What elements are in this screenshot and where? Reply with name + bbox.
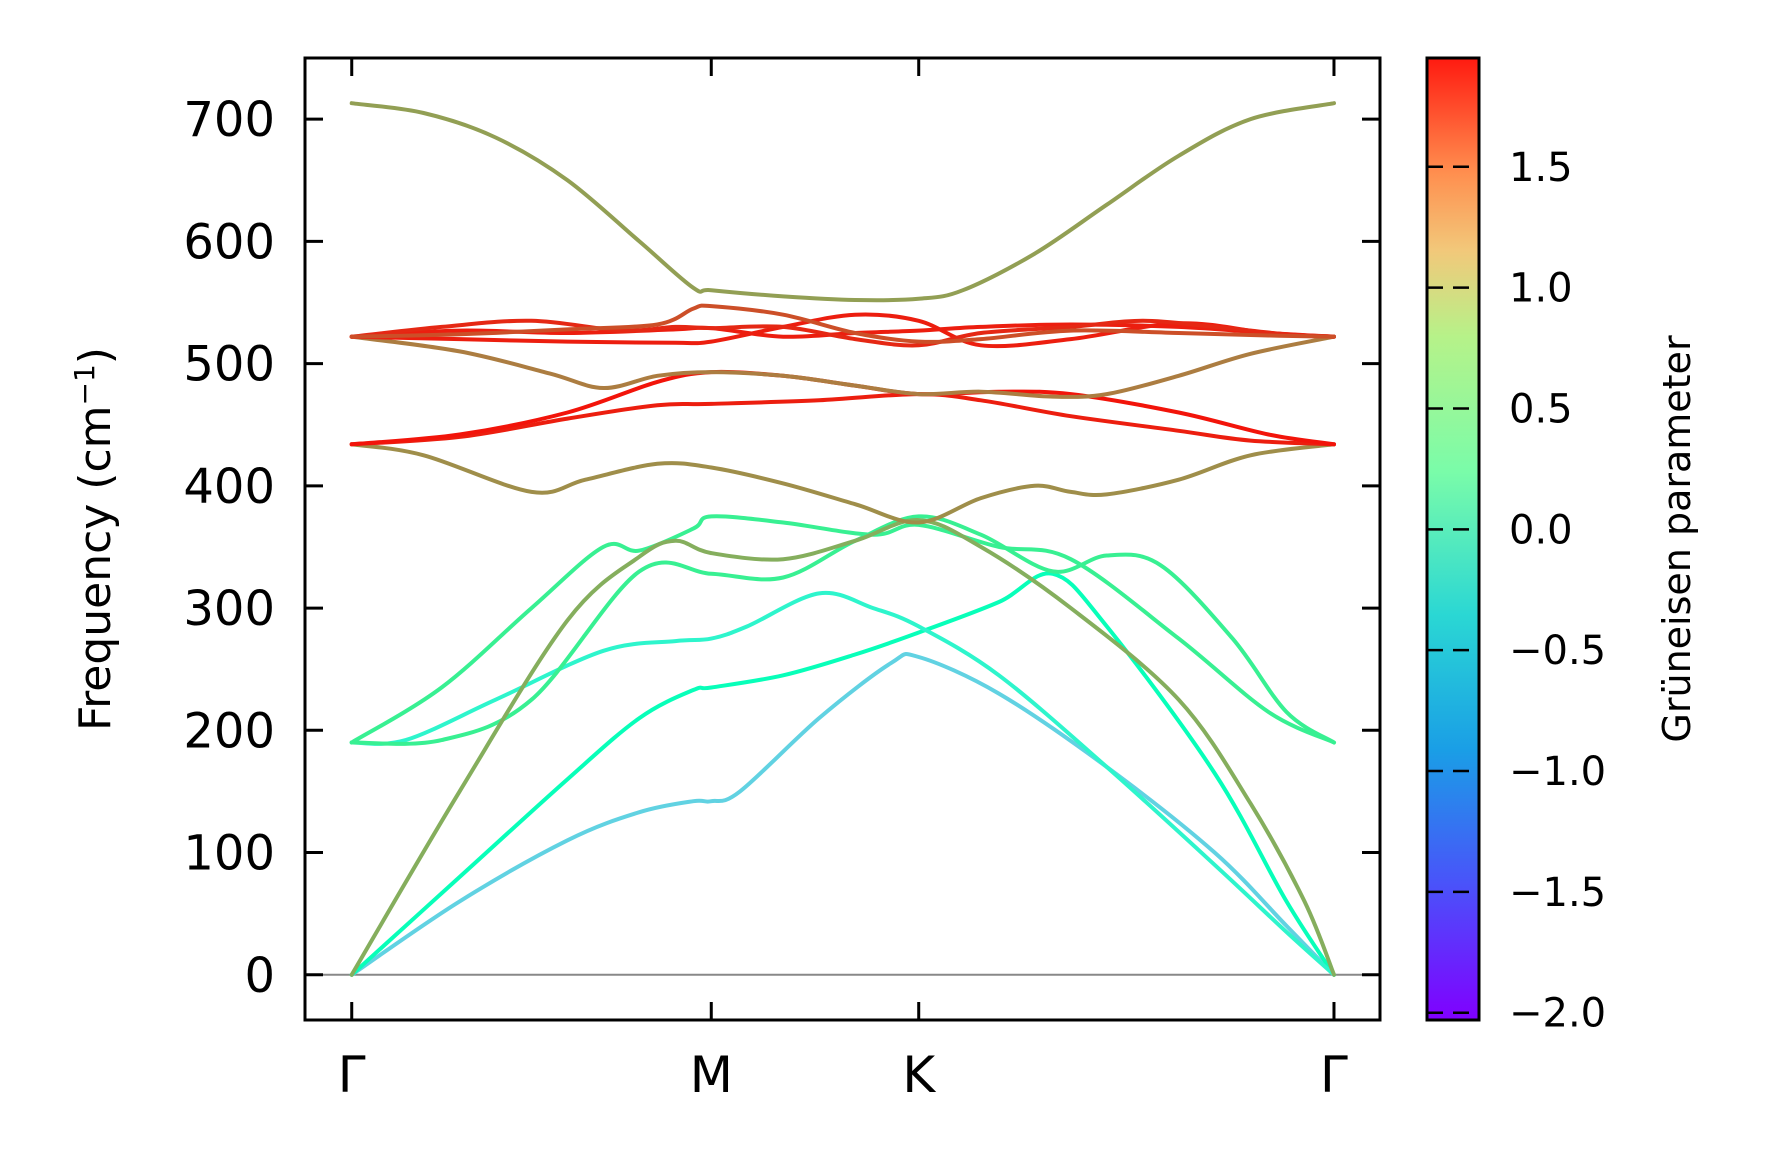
colorbar-tick-label-4: 0.0 <box>1509 507 1573 553</box>
y-tick-label-100: 100 <box>183 826 275 882</box>
y-tick-label-700: 700 <box>183 92 275 148</box>
colorbar-tick-label-7: 1.5 <box>1509 145 1573 191</box>
y-tick-label-300: 300 <box>183 581 275 637</box>
phonon-band-14 <box>349 303 1336 344</box>
y-tick-label-500: 500 <box>183 337 275 393</box>
phonon-band-3 <box>349 590 1336 977</box>
x-tick-label-1: M <box>690 1046 733 1104</box>
y-tick-label-400: 400 <box>183 459 275 515</box>
phonon-band-13 <box>349 318 1336 348</box>
y-ticks: 0 100 200 300 400 500 600 700 <box>183 92 1380 1004</box>
y-tick-label-0: 0 <box>244 948 275 1004</box>
y-axis-title-main: Frequency (cm <box>70 405 121 731</box>
y-tick-label-600: 600 <box>183 214 275 270</box>
colorbar-tick-label-6: 1.0 <box>1509 266 1573 312</box>
colorbar-tick-label-1: −1.5 <box>1509 870 1606 916</box>
y-axis-title: Frequency (cm−1) <box>68 347 121 731</box>
colorbar-tick-label-3: −0.5 <box>1509 628 1606 674</box>
phonon-bands <box>349 101 1336 977</box>
phonon-band-7 <box>349 442 1336 525</box>
colorbar <box>1425 56 1481 1022</box>
y-axis-title-close: ) <box>70 347 121 364</box>
phonon-band-2 <box>349 571 1336 977</box>
phonon-band-15 <box>349 101 1336 303</box>
y-axis-title-superscript: −1 <box>68 364 101 405</box>
phonon-band-8 <box>349 392 1336 447</box>
colorbar-tick-label-2: −1.0 <box>1509 749 1606 795</box>
x-tick-label-3: Γ <box>1320 1046 1348 1104</box>
colorbar-tick-label-0: −2.0 <box>1509 991 1606 1037</box>
x-tick-label-0: Γ <box>338 1046 366 1104</box>
plot-frame <box>303 56 1382 1022</box>
colorbar-tick-label-5: 0.5 <box>1509 386 1573 432</box>
phonon-band-1 <box>349 652 1336 977</box>
phonon-band-6 <box>349 518 1336 977</box>
phonon-band-4 <box>349 514 1336 745</box>
x-tick-label-2: K <box>902 1046 936 1104</box>
phonon-band-5 <box>349 514 1336 746</box>
colorbar-title: Grüneisen parameter <box>1655 335 1699 743</box>
phonon-band-10 <box>349 334 1336 399</box>
y-tick-label-200: 200 <box>183 703 275 759</box>
colorbar-ticks: −2.0 −1.5 −1.0 −0.5 0.0 0.5 1.0 1.5 <box>1427 145 1606 1037</box>
